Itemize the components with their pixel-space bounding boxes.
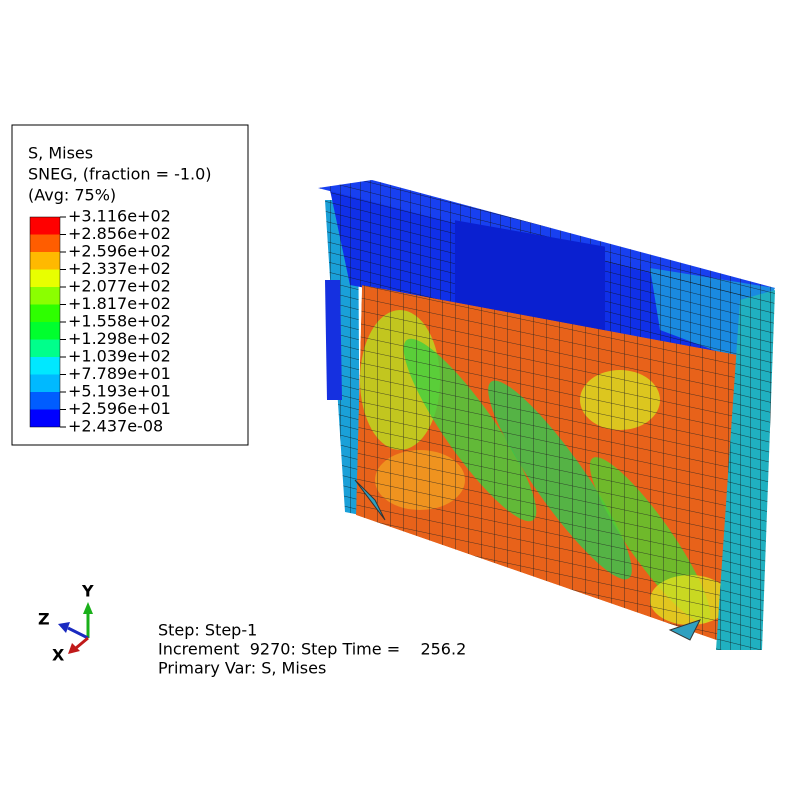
- legend-swatch: [30, 269, 60, 287]
- legend-level: +2.437e-08: [68, 417, 163, 436]
- legend-level: +2.596e+02: [68, 242, 171, 261]
- legend-swatch: [30, 392, 60, 410]
- legend-swatch: [30, 409, 60, 427]
- status-primary-var: Primary Var: S, Mises: [158, 659, 326, 678]
- triad-x: X: [52, 646, 65, 665]
- legend-level: +3.116e+02: [68, 207, 171, 226]
- legend-swatch: [30, 287, 60, 305]
- legend-swatch: [30, 357, 60, 375]
- legend-swatch: [30, 339, 60, 357]
- legend-level: +7.789e+01: [68, 364, 171, 383]
- legend-title: (Avg: 75%): [28, 186, 116, 205]
- triad-y: Y: [81, 582, 94, 601]
- legend-swatch: [30, 217, 60, 235]
- legend-title: SNEG, (fraction = -1.0): [28, 165, 212, 184]
- legend-level: +1.558e+02: [68, 312, 171, 331]
- legend-swatch: [30, 304, 60, 322]
- legend-level: +5.193e+01: [68, 382, 171, 401]
- legend: S, Mises SNEG, (fraction = -1.0) (Avg: 75%…: [28, 144, 212, 436]
- legend-level: +2.337e+02: [68, 259, 171, 278]
- legend-title: S, Mises: [28, 144, 93, 163]
- legend-swatch: [30, 252, 60, 270]
- legend-level: +2.077e+02: [68, 277, 171, 296]
- status-step: Step: Step-1: [158, 621, 257, 640]
- legend-level: +1.298e+02: [68, 329, 171, 348]
- triad-z: Z: [38, 610, 50, 629]
- axis-triad: Y Z X: [38, 582, 94, 665]
- fe-model: [318, 180, 775, 650]
- legend-swatch: [30, 322, 60, 340]
- legend-swatch: [30, 374, 60, 392]
- legend-level: +1.039e+02: [68, 347, 171, 366]
- status-increment: Increment 9270: Step Time = 256.2: [158, 640, 466, 659]
- legend-level: +1.817e+02: [68, 294, 171, 313]
- legend-swatch: [30, 234, 60, 252]
- legend-level: +2.596e+01: [68, 399, 171, 418]
- legend-level: +2.856e+02: [68, 224, 171, 243]
